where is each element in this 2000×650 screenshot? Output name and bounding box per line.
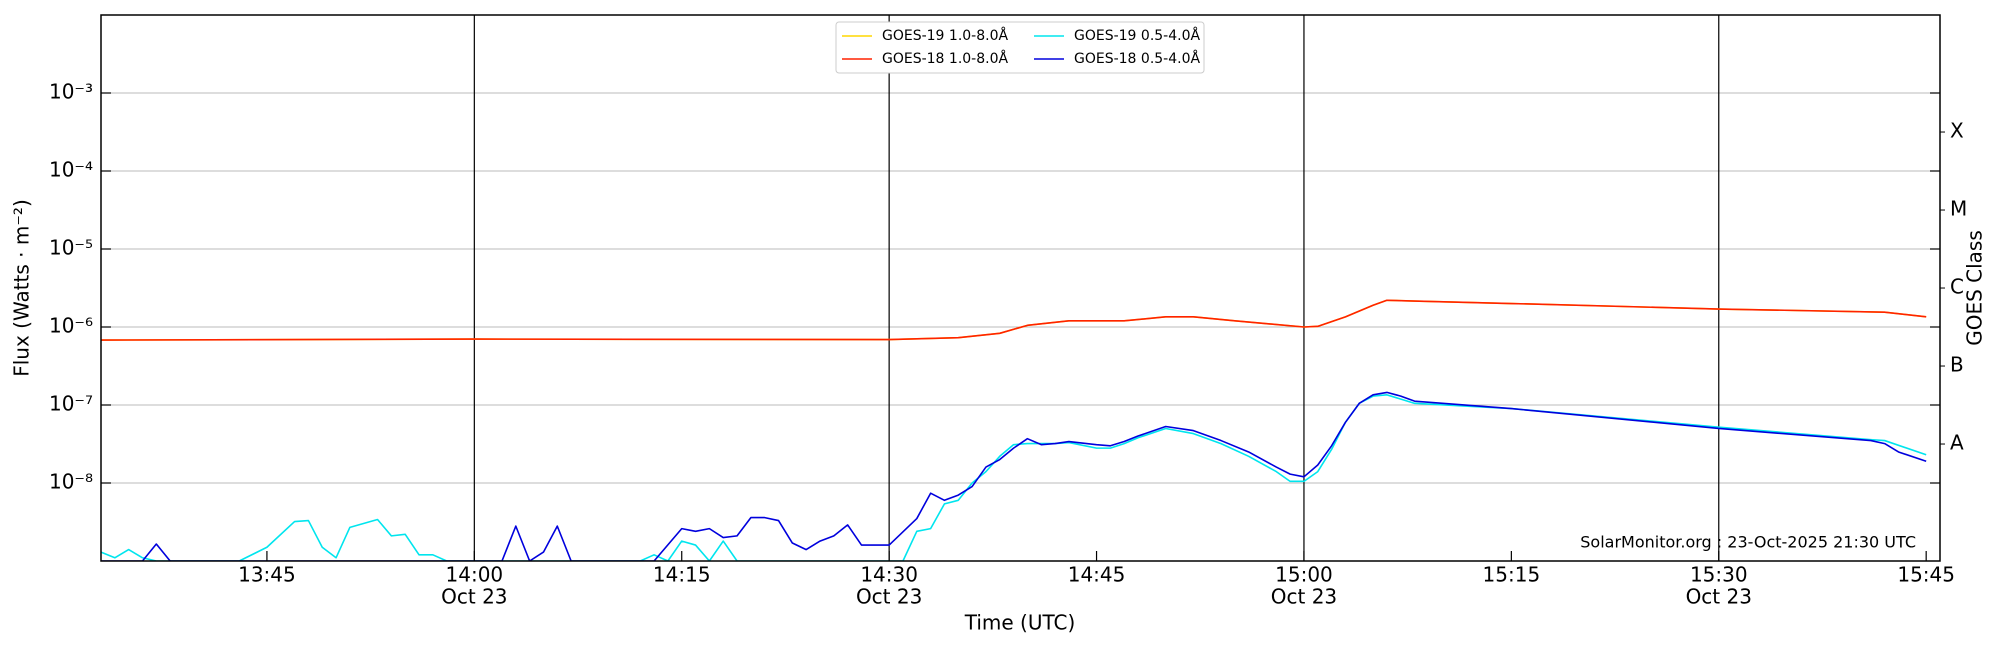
legend-label: GOES-19 1.0-8.0Å bbox=[882, 27, 1008, 44]
y-tick-label: 10⁻⁷ bbox=[49, 392, 93, 416]
series-line bbox=[101, 391, 1927, 561]
x-tick-label: 14:00 bbox=[446, 563, 504, 587]
annotation: SolarMonitor.org : 23-Oct-2025 21:30 UTC bbox=[1580, 533, 1916, 552]
legend-label: GOES-19 0.5-4.0Å bbox=[1074, 27, 1200, 44]
y-tick-label: 10⁻⁴ bbox=[49, 158, 93, 182]
x-tick-label: 15:30 bbox=[1690, 563, 1748, 587]
y2-tick-label: B bbox=[1950, 353, 1964, 377]
y2-tick-label: M bbox=[1950, 197, 1967, 221]
series-line bbox=[101, 394, 1927, 561]
y-axis-label: Flux (Watts · m⁻²) bbox=[10, 199, 34, 377]
y-tick-label: 10⁻⁵ bbox=[49, 236, 93, 260]
x-tick-label: 14:15 bbox=[653, 563, 711, 587]
series-line bbox=[101, 299, 1927, 341]
plot-area bbox=[101, 15, 1940, 561]
x-tick-label: 15:00 bbox=[1275, 563, 1333, 587]
x-axis-label: Time (UTC) bbox=[964, 611, 1076, 635]
x-tick-date: Oct 23 bbox=[856, 585, 922, 609]
x-tick-date: Oct 23 bbox=[1686, 585, 1752, 609]
y-tick-label: 10⁻⁸ bbox=[49, 470, 93, 494]
x-tick-label: 15:45 bbox=[1897, 563, 1955, 587]
y2-axis-label: GOES Class bbox=[1963, 230, 1987, 346]
y-tick-label: 10⁻⁶ bbox=[49, 314, 93, 338]
x-tick-label: 13:45 bbox=[238, 563, 296, 587]
x-tick-label: 15:15 bbox=[1483, 563, 1541, 587]
legend-label: GOES-18 1.0-8.0Å bbox=[882, 50, 1008, 67]
x-tick-label: 14:45 bbox=[1068, 563, 1126, 587]
y-tick-label: 10⁻³ bbox=[49, 80, 93, 104]
series-lines bbox=[101, 299, 1927, 561]
y2-tick-label: A bbox=[1950, 431, 1964, 455]
legend-box bbox=[835, 21, 1205, 74]
legend: GOES-19 1.0-8.0Å GOES-18 1.0-8.0Å GOES-19 … bbox=[835, 21, 1205, 74]
y2-tick-label: X bbox=[1950, 119, 1964, 143]
y2-tick-label: C bbox=[1950, 275, 1964, 299]
x-tick-label: 14:30 bbox=[860, 563, 918, 587]
x-tick-date: Oct 23 bbox=[1271, 585, 1337, 609]
x-tick-date: Oct 23 bbox=[441, 585, 507, 609]
legend-label: GOES-18 0.5-4.0Å bbox=[1074, 50, 1200, 67]
